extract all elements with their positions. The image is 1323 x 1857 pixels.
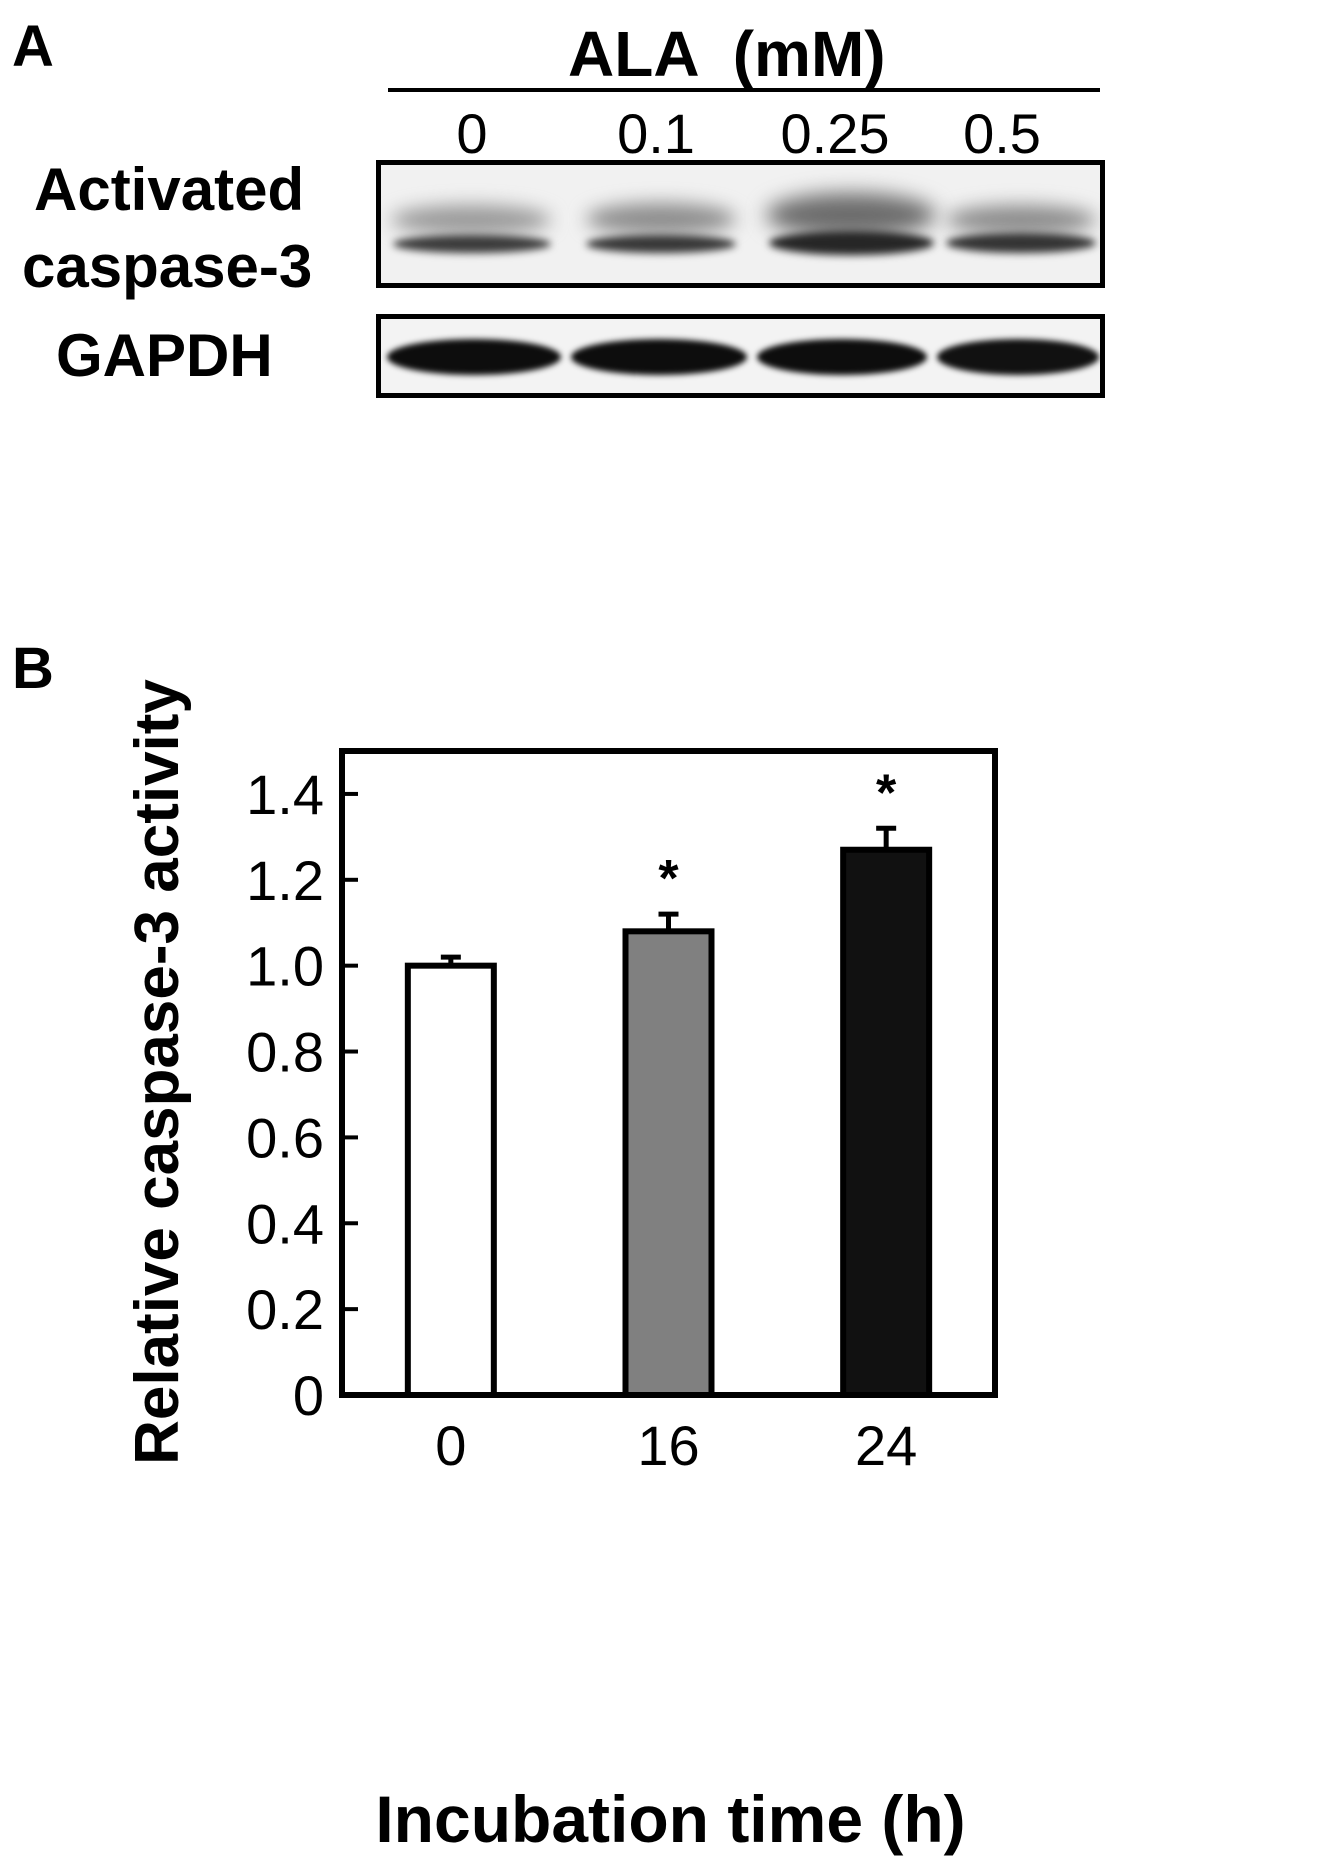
- blot-gapdh: [376, 314, 1105, 398]
- lane-label-1: 0: [456, 102, 488, 165]
- x-axis-label: Incubation time (h): [375, 1782, 965, 1856]
- y-tick-label: 0.4: [246, 1192, 324, 1255]
- panel-a-letter: A: [12, 14, 54, 79]
- treatment-header: ALA (mM): [568, 18, 886, 90]
- band-upper-2: [586, 203, 736, 235]
- blot-label-line1: Activated: [34, 156, 305, 223]
- lane-label-3: 0.25: [780, 102, 890, 165]
- lane-label-4: 0.5: [963, 102, 1041, 165]
- blot-caspase3: [376, 160, 1105, 288]
- bar-16: [622, 928, 715, 1398]
- significance-marker: *: [658, 850, 679, 908]
- band-upper-1: [391, 205, 551, 235]
- band-lower-1: [393, 235, 551, 253]
- bar-24: [840, 846, 933, 1398]
- y-tick-label: 1.2: [246, 849, 324, 912]
- band-upper-4: [946, 205, 1096, 235]
- x-tick-label: 0: [435, 1414, 466, 1477]
- x-tick-label: 24: [855, 1414, 917, 1477]
- y-axis-label: Relative caspase-3 activity: [123, 679, 192, 1465]
- bar-0: [404, 962, 497, 1399]
- y-tick-label: 0.6: [246, 1106, 324, 1169]
- gapdh-band-4: [937, 339, 1099, 375]
- blot-label-caspase3: Activated caspase-3: [22, 152, 312, 306]
- band-lower-3: [769, 231, 934, 255]
- plot-frame: [339, 748, 998, 1398]
- band-lower-4: [946, 233, 1096, 253]
- y-tick-label: 0.8: [246, 1021, 324, 1084]
- panel-b-letter: B: [12, 636, 54, 701]
- gapdh-band-1: [387, 339, 561, 375]
- y-tick-label: 1.4: [246, 763, 324, 826]
- y-tick-label: 0.2: [246, 1278, 324, 1341]
- y-tick-label: 1.0: [246, 935, 324, 998]
- x-tick-label: 16: [637, 1414, 699, 1477]
- gapdh-band-3: [757, 339, 927, 375]
- band-upper-3: [766, 193, 936, 237]
- band-lower-2: [586, 235, 736, 253]
- blot-label-line2: caspase-3: [22, 232, 313, 300]
- y-tick-label: 0: [293, 1364, 324, 1427]
- gapdh-band-2: [571, 339, 747, 375]
- blot-label-gapdh: GAPDH: [56, 322, 273, 389]
- header-underline: [388, 88, 1100, 92]
- lane-label-2: 0.1: [617, 102, 695, 165]
- significance-marker: *: [876, 764, 897, 822]
